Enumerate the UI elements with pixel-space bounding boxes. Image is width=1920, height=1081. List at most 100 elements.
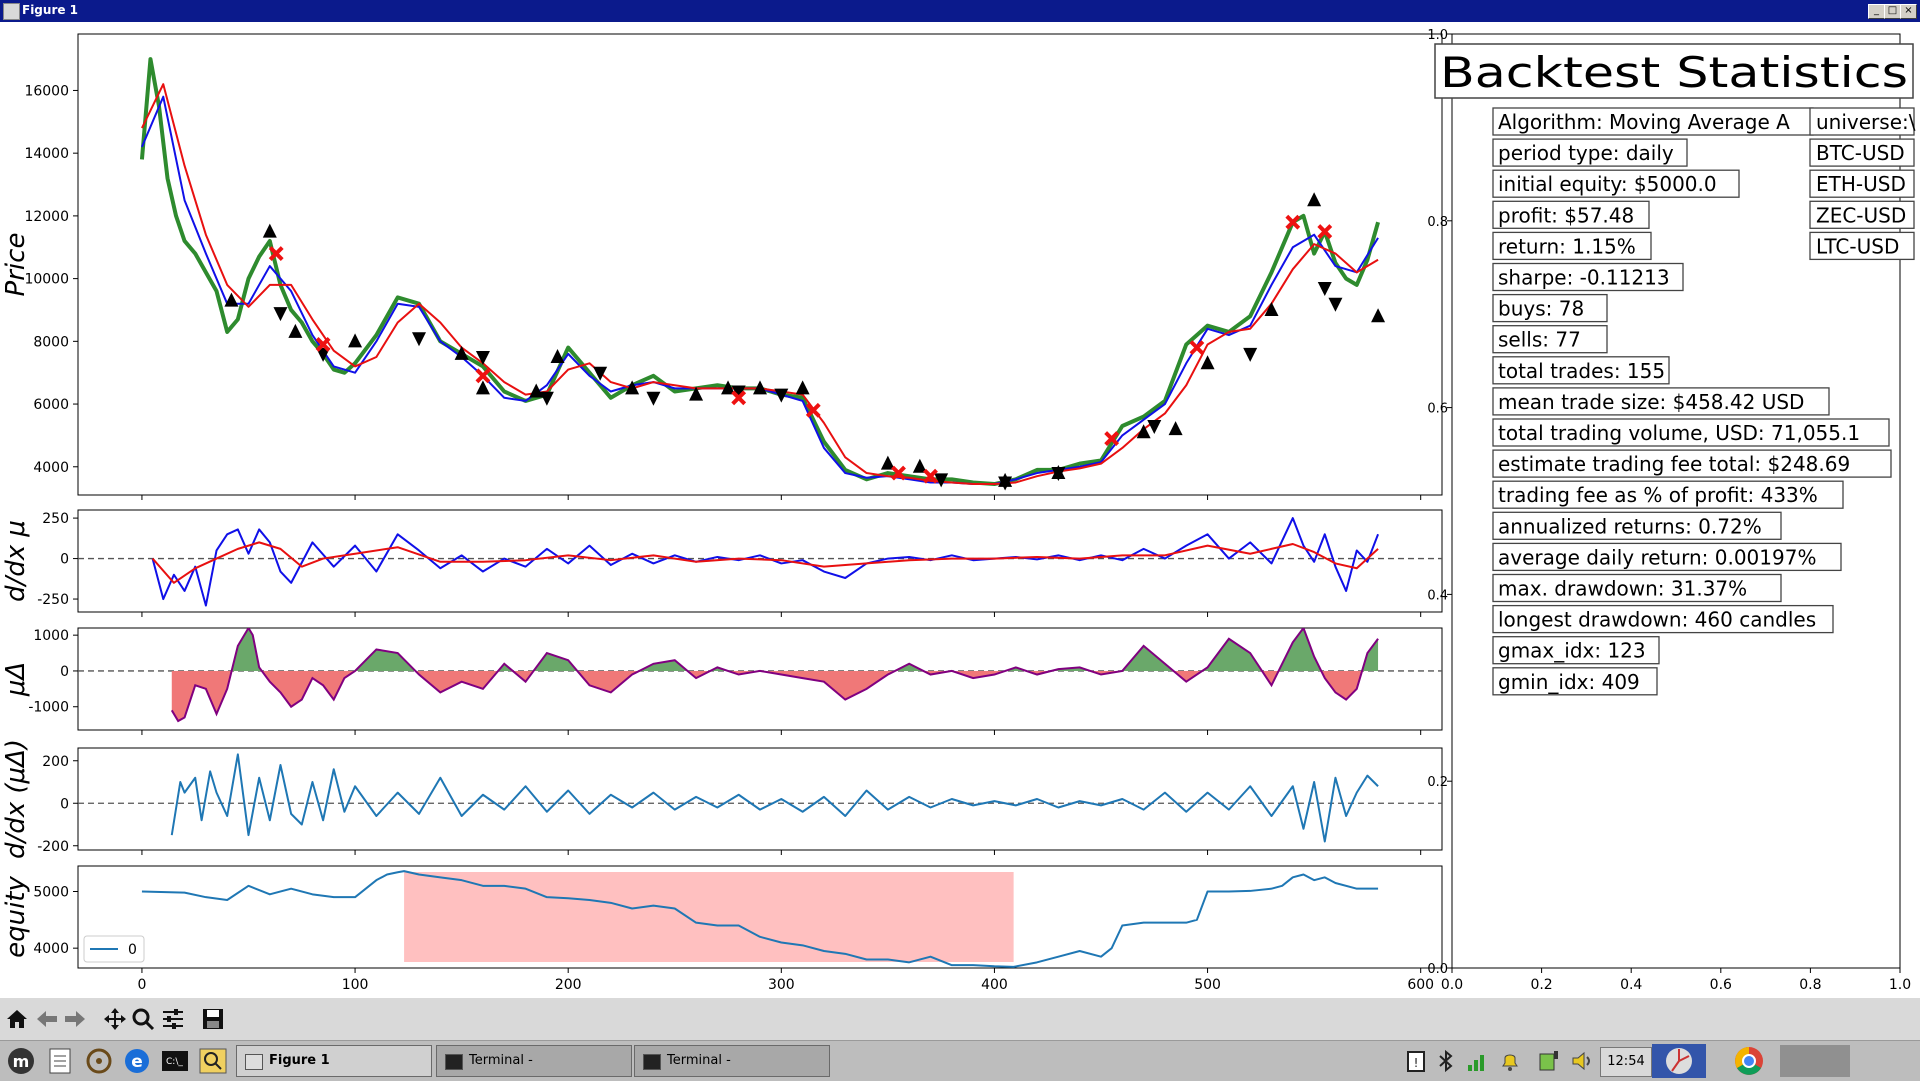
stats-y-tick-label: 0.0 [1427,962,1448,977]
stat-row-box [1492,667,1658,696]
y-tick-label: 0 [60,664,69,680]
battery-plug-icon[interactable] [1536,1049,1562,1073]
svg-text:m: m [13,1052,30,1071]
terminal-icon [445,1054,463,1070]
universe-row-text: ETH-USD [1816,172,1906,196]
maximize-button[interactable]: □ [1884,4,1901,19]
terminal-icon[interactable]: C:\_ [160,1046,190,1076]
notification-bell-icon[interactable] [1498,1049,1522,1073]
stat-row: sells: 77 [1492,325,1608,354]
y-tick-label: 10000 [24,272,69,288]
taskbar-item-terminal-2[interactable]: Terminal - [634,1045,830,1077]
buy-marker [795,380,810,395]
chrome-icon[interactable] [1732,1044,1766,1078]
series-line [170,628,1379,723]
forward-arrow-icon[interactable] [62,1006,88,1032]
buy-marker [721,380,736,395]
volume-icon[interactable] [1570,1049,1596,1073]
stat-row-box [1492,325,1608,354]
signal-icon[interactable] [1466,1049,1490,1073]
matplotlib-toolbar [0,998,1920,1040]
start-menu-icon[interactable]: m [6,1046,36,1076]
stats-title-text: Backtest Statistics [1440,48,1908,97]
stat-row-text: max. drawdown: 31.37% [1498,577,1747,601]
back-arrow-icon[interactable] [34,1006,60,1032]
stat-row-text: trading fee as % of profit: 433% [1498,483,1818,507]
helm-icon[interactable] [84,1046,114,1076]
exit-marker [1285,214,1301,230]
svg-text:e: e [131,1052,143,1072]
configure-subplots-icon[interactable] [160,1006,186,1032]
buy-marker [753,380,767,395]
clipboard-icon[interactable]: ! [1404,1049,1428,1073]
universe-row-box [1809,169,1915,198]
sell-marker [475,351,490,366]
sell-marker [316,347,331,362]
minimize-button[interactable]: _ [1868,4,1885,19]
sell-marker [1317,282,1332,297]
stat-row: gmax_idx: 123 [1492,636,1660,665]
close-button[interactable]: × [1900,4,1917,19]
axes-frame [77,33,1443,496]
legend-label: 0 [128,942,137,958]
browser-e-icon[interactable]: e [122,1046,152,1076]
terminal-icon [643,1054,661,1070]
stats-panel: 0.0 0.2 0.4 0.6 0.8 1.0 0.0 0.2 0.4 0.6 0.8 1.0 Back… [1427,28,1915,993]
x-tick-label: 600 [1407,977,1434,993]
buy-marker [454,345,469,360]
stats-y-tick-label: 0.6 [1427,402,1448,417]
positive-area-group [171,628,1379,671]
universe-row-text: universe:\ [1816,110,1916,134]
taskbar-item-figure[interactable]: Figure 1 [236,1045,432,1077]
pan-icon[interactable] [102,1006,128,1032]
universe-row-box [1809,138,1915,167]
y-axis-label: d/dx (μΔ) [1,739,31,859]
y-tick-label: 1000 [33,628,69,644]
figure-canvas[interactable]: 40006000800010000120001400016000Price-25… [0,22,1920,998]
stat-row-box [1492,138,1688,167]
sell-marker [412,332,426,347]
stat-row-text: average daily return: 0.00197% [1498,545,1816,569]
search-icon[interactable] [198,1046,228,1076]
matplotlib-app-icon[interactable] [1652,1044,1706,1078]
stat-row-text: total trades: 155 [1498,359,1665,383]
sell-marker [731,385,746,400]
stat-row-box [1492,480,1844,509]
stat-row: total trades: 155 [1492,356,1670,385]
stat-row-box [1492,573,1782,603]
universe-row: LTC-USD [1809,231,1915,261]
x-tick-label: 0 [137,977,146,993]
y-tick-label: 14000 [24,146,69,162]
stats-title-box [1434,43,1914,99]
home-icon[interactable] [4,1006,30,1032]
taskbar-item-terminal-1[interactable]: Terminal - [436,1045,632,1077]
stat-row: estimate trading fee total: $248.69 [1492,449,1892,478]
stat-row: buys: 78 [1492,293,1608,323]
x-tick-label: 100 [342,977,369,993]
text-editor-icon[interactable] [46,1046,76,1076]
axes-mu_delta: -1000 0 1000 μΔ [1,627,1443,735]
buy-marker [262,223,277,238]
zoom-icon[interactable] [130,1006,156,1032]
y-axis-label: d/dx μ [1,520,31,602]
stat-row: mean trade size: $458.42 USD [1492,387,1830,416]
y-tick-label: 4000 [33,460,69,476]
workspace-switcher[interactable] [1780,1045,1850,1077]
save-icon[interactable] [200,1006,226,1032]
stat-row-text: Algorithm: Moving Average A [1498,110,1790,134]
universe-row: universe:\ [1809,107,1916,136]
buy-marker [1168,421,1183,436]
axes-dmu: -250 0 250 d/dx μ [1,509,1443,617]
stat-row-box [1492,231,1652,261]
universe-row-text: ZEC-USD [1816,203,1906,227]
sell-marker [1243,347,1258,362]
positive-area [171,628,1379,671]
y-tick-label: 4000 [33,941,69,957]
buy-marker [475,380,490,395]
stat-row-text: profit: $57.48 [1498,203,1634,227]
bluetooth-icon[interactable] [1436,1049,1456,1073]
clock: 12:54 [1600,1047,1652,1077]
y-tick-label: -1000 [28,700,69,716]
series-line [151,517,1379,607]
